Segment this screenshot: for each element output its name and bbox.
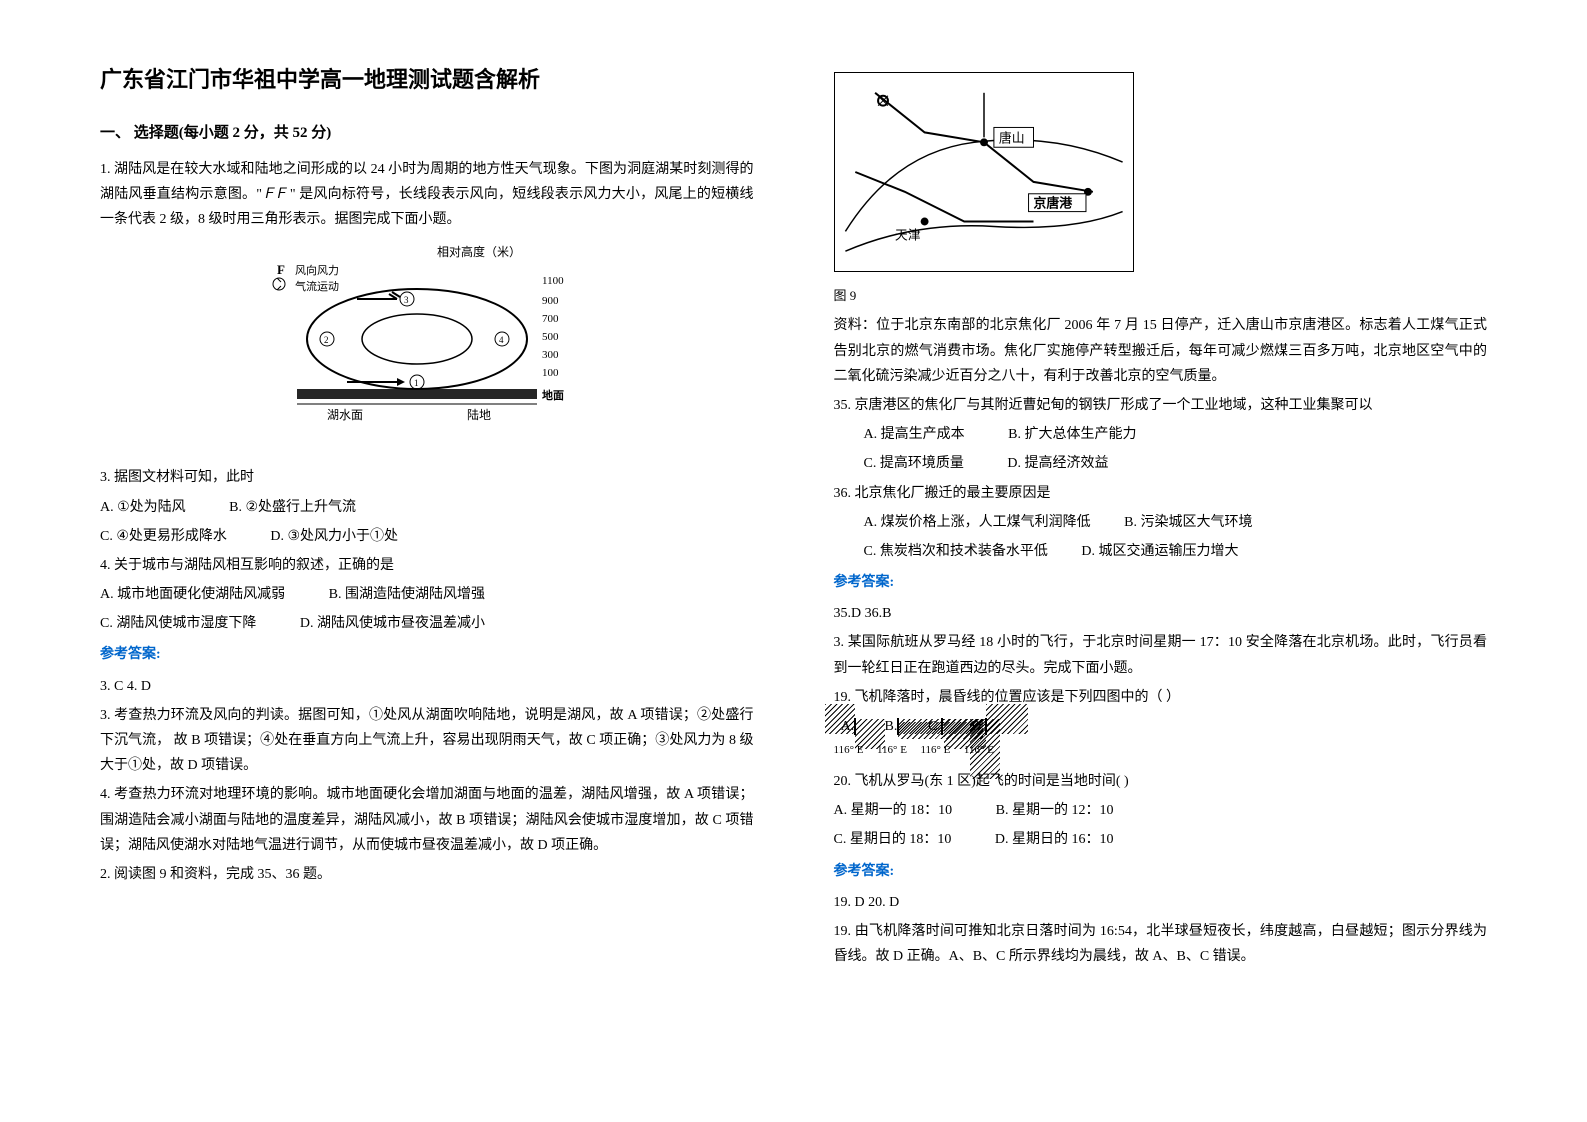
answer-label-1: 参考答案: — [100, 642, 754, 667]
svg-text:2: 2 — [324, 335, 329, 345]
ground: 地面 — [542, 388, 564, 402]
expl-3: 3. 考查热力环流及风向的判读。据图可知，①处风从湖面吹响陆地，说明是湖风，故 … — [100, 703, 754, 779]
section-heading: 一、 选择题(每小题 2 分，共 52 分) — [100, 120, 754, 147]
q4-opt-b: B. 围湖造陆使湖陆风增强 — [329, 582, 485, 607]
legend-f: F — [277, 262, 285, 277]
answer-label-3: 参考答案: — [834, 859, 1488, 884]
ytick-1: 900 — [542, 295, 559, 307]
svg-text:3: 3 — [404, 295, 409, 305]
q36-opt-b: B. 污染城区大气环境 — [1124, 510, 1252, 535]
q3-opt-d: D. ③处风力小于①处 — [270, 524, 398, 549]
q3-opt-a: A. ①处为陆风 — [100, 495, 186, 520]
q20-opt-d: D. 星期日的 16：10 — [995, 827, 1114, 852]
ans-3536: 35.D 36.B — [834, 601, 1488, 626]
xlabel-right: 陆地 — [467, 407, 491, 422]
q36-opt-c: C. 焦炭档次和技术装备水平低 — [864, 539, 1048, 564]
q4-opt-a: A. 城市地面硬化使湖陆风减弱 — [100, 582, 285, 607]
svg-text:1: 1 — [414, 378, 419, 388]
legend1: 风向风力 — [295, 263, 339, 277]
xlabel-left: 湖水面 — [327, 407, 363, 422]
ans-1920: 19. D 20. D — [834, 890, 1488, 915]
q36-opt-d: D. 城区交通运输压力增大 — [1081, 539, 1238, 564]
q20-stem: 20. 飞机从罗马(东 1 区)起飞的时间是当地时间( ) — [834, 769, 1488, 794]
q1-intro: 1. 湖陆风是在较大水域和陆地之间形成的以 24 小时为周期的地方性天气现象。下… — [100, 157, 754, 233]
q35-opt-a: A. 提高生产成本 — [864, 422, 965, 447]
q36-opt-a: A. 煤炭价格上涨，人工煤气利润降低 — [864, 510, 1091, 535]
q4-opt-d: D. 湖陆风使城市昼夜温差减小 — [300, 611, 485, 636]
q3-stem: 3. 据图文材料可知，此时 — [100, 465, 754, 490]
figure-1: 相对高度（米） F 风向风力 气流运动 1100 900 700 500 300… — [100, 244, 754, 453]
q4-opts-ab: A. 城市地面硬化使湖陆风减弱 B. 围湖造陆使湖陆风增强 — [100, 582, 754, 607]
fig9-caption: 图 9 — [834, 284, 1488, 307]
opt-b-label: B. — [885, 719, 898, 734]
map-tianjin: 天津 — [894, 228, 920, 242]
q2-intro: 2. 阅读图 9 和资料，完成 35、36 题。 — [100, 862, 754, 887]
ans-34: 3. C 4. D — [100, 674, 754, 699]
page-title: 广东省江门市华祖中学高一地理测试题含解析 — [100, 60, 754, 100]
q20-opt-b: B. 星期一的 12：10 — [996, 798, 1114, 823]
map-port: 京唐港 — [1033, 196, 1073, 211]
answer-label-2: 参考答案: — [834, 570, 1488, 595]
expl-19: 19. 由飞机降落时间可推知北京日落时间为 16:54，北半球昼短夜长，纬度越高… — [834, 919, 1488, 969]
svg-text:4: 4 — [499, 335, 504, 345]
q19-stem: 19. 飞机降落时，晨昏线的位置应该是下列四图中的（ ） — [834, 685, 1488, 710]
q35-opt-b: B. 扩大总体生产能力 — [1008, 422, 1136, 447]
q3-opts-ab: A. ①处为陆风 B. ②处盛行上升气流 — [100, 495, 754, 520]
q35-stem: 35. 京唐港区的焦化厂与其附近曹妃甸的钢铁厂形成了一个工业地域，这种工业集聚可… — [834, 393, 1488, 418]
fig1-ylabel: 相对高度（米） — [437, 244, 521, 259]
legend2: 气流运动 — [295, 279, 339, 293]
ytick-0: 1100 — [542, 275, 564, 287]
q3main-intro: 3. 某国际航班从罗马经 18 小时的飞行，于北京时间星期一 17：10 安全降… — [834, 630, 1488, 680]
figure-9: 唐山 天津 京唐港 — [834, 72, 1488, 272]
q20-opt-a: A. 星期一的 18：10 — [834, 798, 953, 823]
ytick-5: 100 — [542, 367, 559, 379]
q19-options: A. 116° E B. 116° E C. 116° E D. 116° E — [834, 714, 1488, 761]
q3-opt-c: C. ④处更易形成降水 — [100, 524, 227, 549]
q19-opt-a: A. 116° E — [834, 714, 864, 761]
ytick-2: 700 — [542, 313, 559, 325]
ytick-4: 300 — [542, 349, 559, 361]
ytick-3: 500 — [542, 331, 559, 343]
q3-opts-cd: C. ④处更易形成降水 D. ③处风力小于①处 — [100, 524, 754, 549]
q4-stem: 4. 关于城市与湖陆风相互影响的叙述，正确的是 — [100, 553, 754, 578]
q20-opt-c: C. 星期日的 18：10 — [834, 827, 952, 852]
q36-stem: 36. 北京焦化厂搬迁的最主要原因是 — [834, 481, 1488, 506]
map-tangshan: 唐山 — [998, 130, 1024, 145]
q4-opt-c: C. 湖陆风使城市湿度下降 — [100, 611, 256, 636]
q3-opt-b: B. ②处盛行上升气流 — [229, 495, 356, 520]
q4-opts-cd: C. 湖陆风使城市湿度下降 D. 湖陆风使城市昼夜温差减小 — [100, 611, 754, 636]
q35-opt-d: D. 提高经济效益 — [1007, 451, 1108, 476]
expl-4: 4. 考查热力环流对地理环境的影响。城市地面硬化会增加湖面与地面的温差，湖陆风增… — [100, 782, 754, 858]
material-text: 资料：位于北京东南部的北京焦化厂 2006 年 7 月 15 日停产，迁入唐山市… — [834, 313, 1488, 389]
q35-opt-c: C. 提高环境质量 — [864, 451, 964, 476]
